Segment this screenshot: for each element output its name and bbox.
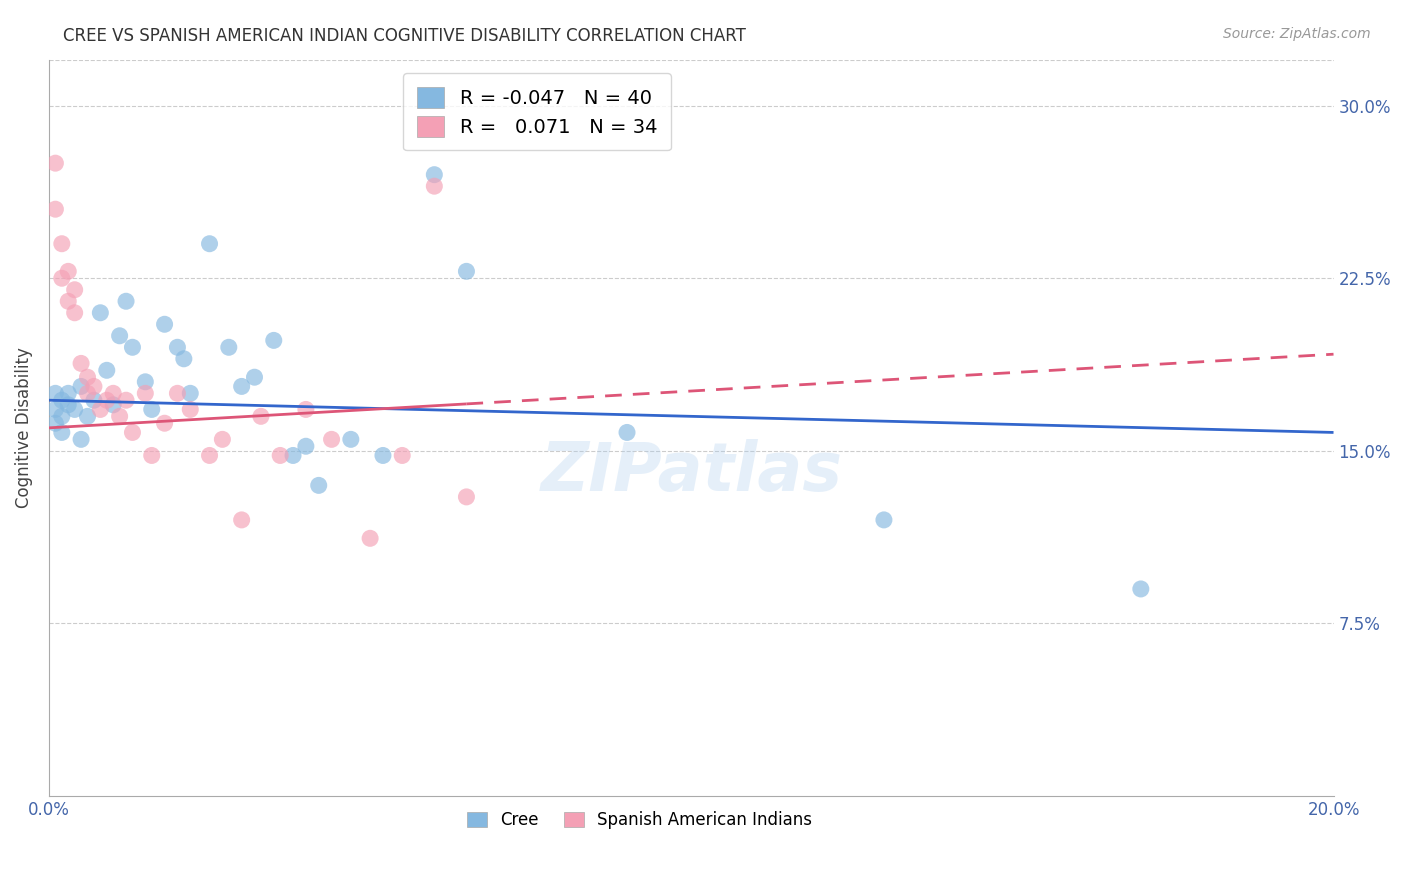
Point — [76, 386, 98, 401]
Point — [141, 449, 163, 463]
Point — [166, 340, 188, 354]
Point — [83, 379, 105, 393]
Point — [1129, 582, 1152, 596]
Point — [218, 340, 240, 354]
Point — [198, 236, 221, 251]
Point — [51, 271, 73, 285]
Point — [76, 409, 98, 424]
Point — [308, 478, 330, 492]
Point — [83, 393, 105, 408]
Point — [134, 386, 156, 401]
Point — [58, 294, 80, 309]
Point — [44, 402, 66, 417]
Point — [179, 402, 201, 417]
Point — [211, 433, 233, 447]
Point — [96, 393, 118, 408]
Point — [44, 156, 66, 170]
Point — [423, 179, 446, 194]
Point — [121, 425, 143, 440]
Point — [108, 409, 131, 424]
Point — [198, 449, 221, 463]
Point — [103, 386, 125, 401]
Point — [70, 356, 93, 370]
Text: CREE VS SPANISH AMERICAN INDIAN COGNITIVE DISABILITY CORRELATION CHART: CREE VS SPANISH AMERICAN INDIAN COGNITIV… — [63, 27, 747, 45]
Point — [51, 425, 73, 440]
Point — [63, 402, 86, 417]
Point — [108, 328, 131, 343]
Point — [250, 409, 273, 424]
Point — [89, 306, 111, 320]
Point — [295, 402, 318, 417]
Point — [166, 386, 188, 401]
Point — [295, 439, 318, 453]
Point — [616, 425, 638, 440]
Point — [58, 398, 80, 412]
Text: Source: ZipAtlas.com: Source: ZipAtlas.com — [1223, 27, 1371, 41]
Point — [371, 449, 394, 463]
Y-axis label: Cognitive Disability: Cognitive Disability — [15, 347, 32, 508]
Point — [179, 386, 201, 401]
Point — [173, 351, 195, 366]
Point — [153, 416, 176, 430]
Point — [89, 402, 111, 417]
Point — [51, 409, 73, 424]
Text: ZIPatlas: ZIPatlas — [540, 439, 842, 505]
Point — [391, 449, 413, 463]
Point — [269, 449, 291, 463]
Point — [103, 398, 125, 412]
Point — [153, 318, 176, 332]
Point — [70, 379, 93, 393]
Point — [115, 294, 138, 309]
Point — [63, 306, 86, 320]
Point — [51, 393, 73, 408]
Legend: Cree, Spanish American Indians: Cree, Spanish American Indians — [461, 805, 820, 836]
Point — [70, 433, 93, 447]
Point — [141, 402, 163, 417]
Point — [243, 370, 266, 384]
Point — [121, 340, 143, 354]
Point — [44, 202, 66, 217]
Point — [340, 433, 363, 447]
Point — [134, 375, 156, 389]
Point — [58, 264, 80, 278]
Point — [456, 490, 478, 504]
Point — [873, 513, 896, 527]
Point — [231, 379, 253, 393]
Point — [96, 363, 118, 377]
Point — [359, 531, 381, 545]
Point — [44, 386, 66, 401]
Point — [58, 386, 80, 401]
Point — [423, 168, 446, 182]
Point — [281, 449, 304, 463]
Point — [115, 393, 138, 408]
Point — [456, 264, 478, 278]
Point — [44, 416, 66, 430]
Point — [321, 433, 343, 447]
Point — [231, 513, 253, 527]
Point — [63, 283, 86, 297]
Point — [76, 370, 98, 384]
Point — [51, 236, 73, 251]
Point — [263, 334, 285, 348]
